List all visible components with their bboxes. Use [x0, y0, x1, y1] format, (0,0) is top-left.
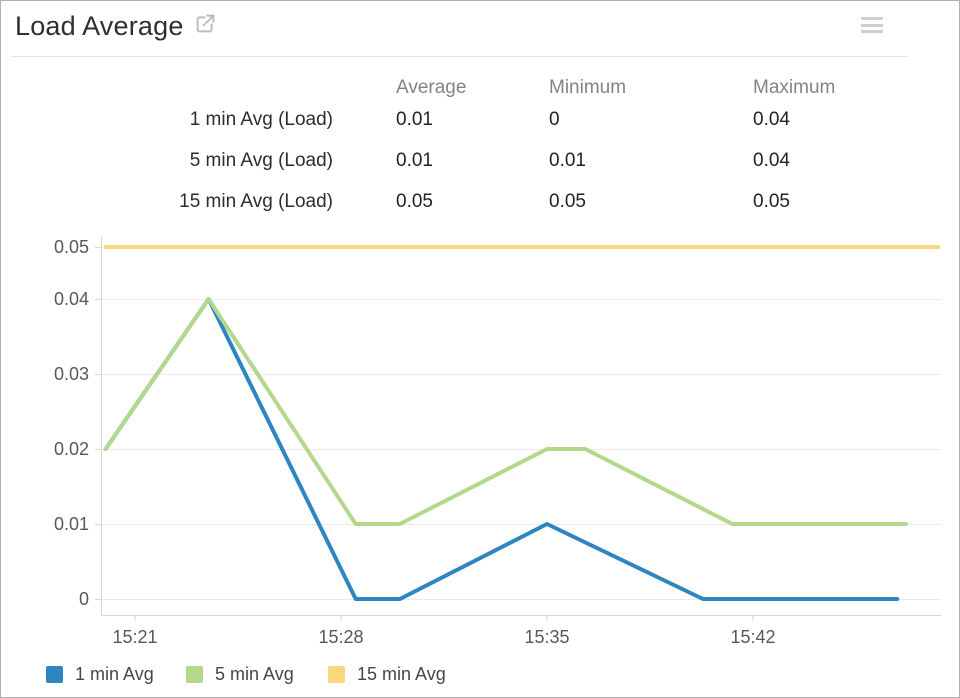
table-row: 1 min Avg (Load) 0.01 0 0.04: [1, 108, 959, 132]
legend-item-1-min-avg[interactable]: 1 min Avg: [46, 664, 154, 684]
value-5min-maximum: 0.04: [753, 150, 790, 171]
page-title: Load Average: [15, 11, 184, 41]
legend-label-5-min-avg: 5 min Avg: [215, 664, 294, 684]
menu-bar: [861, 30, 883, 34]
widget-header: Load Average: [15, 11, 216, 42]
value-5min-average: 0.01: [396, 150, 433, 171]
column-header-maximum: Maximum: [753, 77, 836, 98]
stats-table: Average Minimum Maximum 1 min Avg (Load)…: [1, 73, 959, 223]
value-15min-minimum: 0.05: [549, 191, 586, 212]
x-axis-label: 15:21: [112, 627, 157, 647]
value-1min-minimum: 0: [549, 109, 560, 130]
stats-header-row: Average Minimum Maximum: [1, 76, 959, 100]
y-axis-label: 0: [79, 589, 89, 609]
y-axis-label: 0.02: [54, 439, 89, 459]
legend-swatch-1-min-avg: [46, 666, 63, 683]
table-row: 15 min Avg (Load) 0.05 0.05 0.05: [1, 190, 959, 214]
menu-bar: [861, 17, 883, 21]
legend-label-1-min-avg: 1 min Avg: [75, 664, 154, 684]
column-header-average: Average: [396, 77, 467, 98]
row-label-1min: 1 min Avg (Load): [189, 109, 333, 130]
x-axis-label: 15:28: [318, 627, 363, 647]
menu-icon[interactable]: [861, 17, 885, 37]
external-link-icon[interactable]: [195, 13, 216, 34]
value-15min-maximum: 0.05: [753, 191, 790, 212]
x-axis-label: 15:35: [524, 627, 569, 647]
legend-swatch-15-min-avg: [328, 666, 345, 683]
row-label-5min: 5 min Avg (Load): [189, 150, 333, 171]
row-label-15min: 15 min Avg (Load): [179, 191, 333, 212]
legend-label-15-min-avg: 15 min Avg: [357, 664, 446, 684]
legend-swatch-5-min-avg: [186, 666, 203, 683]
y-axis-label: 0.04: [54, 289, 89, 309]
y-axis-label: 0.01: [54, 514, 89, 534]
value-5min-minimum: 0.01: [549, 150, 586, 171]
menu-bar: [861, 23, 883, 27]
value-1min-average: 0.01: [396, 109, 433, 130]
y-axis-label: 0.05: [54, 237, 89, 257]
value-1min-maximum: 0.04: [753, 109, 790, 130]
legend-item-15-min-avg[interactable]: 15 min Avg: [328, 664, 446, 684]
x-axis-label: 15:42: [730, 627, 775, 647]
table-row: 5 min Avg (Load) 0.01 0.01 0.04: [1, 149, 959, 173]
legend-item-5-min-avg[interactable]: 5 min Avg: [186, 664, 294, 684]
value-15min-average: 0.05: [396, 191, 433, 212]
column-header-minimum: Minimum: [549, 77, 627, 98]
series-line-5-min-avg: [103, 297, 908, 526]
load-average-chart: 0 0.01 0.02 0.03 0.04 0.05 15:21 15:28 15:35 15:4…: [54, 236, 941, 647]
header-divider: [11, 56, 908, 57]
y-axis-label: 0.03: [54, 364, 89, 384]
